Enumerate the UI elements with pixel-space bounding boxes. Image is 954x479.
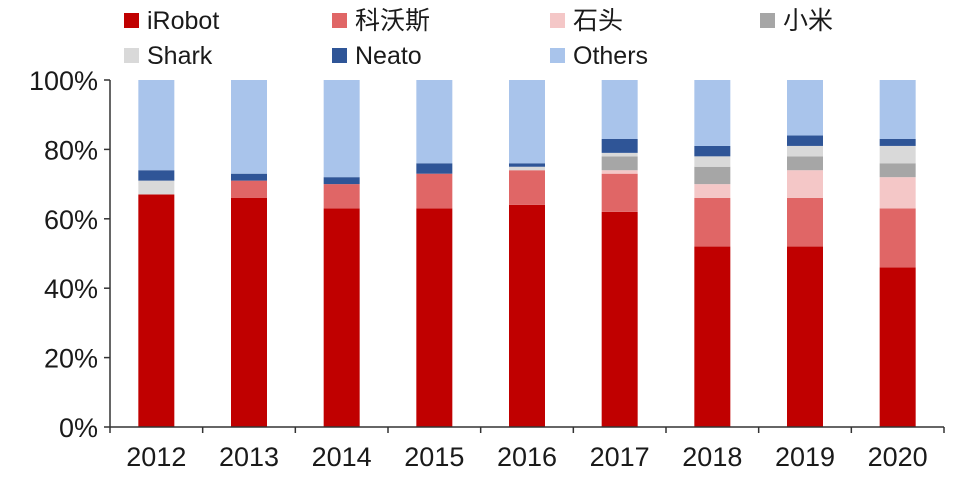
bar-2020-irobot xyxy=(879,267,916,427)
bar-2012-irobot xyxy=(138,194,175,427)
bar-2018-series xyxy=(694,197,731,247)
bar-2019-series xyxy=(787,156,823,171)
bar-2012-neato xyxy=(138,170,175,181)
x-tick-label-2017: 2017 xyxy=(590,442,650,472)
bar-2020-series xyxy=(879,163,916,178)
legend-swatch-irobot xyxy=(124,13,139,28)
legend: iRobot 科沃斯 石头 小米 Shark Neato Others xyxy=(124,7,833,70)
legend-label-series: 小米 xyxy=(783,7,833,35)
legend-swatch-series xyxy=(550,13,565,28)
bar-2020-series xyxy=(879,208,916,268)
legend-swatch-shark xyxy=(124,48,139,63)
y-tick-label-1: 20% xyxy=(44,344,98,374)
bar-2019-neato xyxy=(787,135,823,146)
bar-2017-series xyxy=(601,170,638,174)
y-tick-label-2: 40% xyxy=(44,274,98,304)
bar-2018-series xyxy=(694,184,731,198)
bar-2016-series xyxy=(509,170,545,205)
legend-label-irobot: iRobot xyxy=(147,7,219,35)
bar-2016-neato xyxy=(509,163,545,167)
axes: 0% 20% 40% 60% 80% 100% 2012 2013 2014 2015 2016 20… xyxy=(29,66,945,472)
bar-2020-others xyxy=(879,80,916,139)
legend-swatch-others xyxy=(550,48,565,63)
bar-2018-shark xyxy=(694,156,731,167)
bar-2018-others xyxy=(694,80,731,146)
bar-2020-neato xyxy=(879,138,916,146)
y-tick-label-4: 80% xyxy=(44,135,98,165)
bar-2020-shark xyxy=(879,145,916,164)
bar-2013-others xyxy=(231,80,267,174)
legend-swatch-neato xyxy=(332,48,347,63)
bar-2015-neato xyxy=(416,163,453,174)
bar-2015-series xyxy=(416,173,453,209)
bar-2014-others xyxy=(323,80,360,178)
x-tick-label-2013: 2013 xyxy=(219,442,279,472)
bar-2019-series xyxy=(787,197,823,247)
bar-2018-series xyxy=(694,166,731,185)
legend-swatch-series xyxy=(332,13,347,28)
bar-2017-others xyxy=(601,80,638,139)
y-tick-label-0: 0% xyxy=(59,413,98,443)
bar-2014-series xyxy=(323,184,360,209)
bar-2015-irobot xyxy=(416,208,453,427)
bar-2019-irobot xyxy=(787,246,823,427)
bar-2019-shark xyxy=(787,145,823,157)
bar-2017-shark xyxy=(601,152,638,157)
bar-2017-neato xyxy=(601,138,638,153)
bar-2017-series xyxy=(601,156,638,171)
bar-2014-neato xyxy=(323,177,360,185)
y-tick-label-5: 100% xyxy=(29,66,98,96)
bar-2016-shark xyxy=(509,166,545,171)
x-tick-label-2018: 2018 xyxy=(682,442,742,472)
bar-2018-neato xyxy=(694,145,731,157)
bar-2020-series xyxy=(879,177,916,209)
bar-2019-others xyxy=(787,80,823,136)
x-tick-label-2014: 2014 xyxy=(312,442,372,472)
legend-label-shark: Shark xyxy=(147,42,213,70)
x-tick-label-2016: 2016 xyxy=(497,442,557,472)
bar-2013-irobot xyxy=(231,197,267,427)
bar-2013-neato xyxy=(231,173,267,181)
legend-swatch-series xyxy=(760,13,775,28)
legend-label-neato: Neato xyxy=(355,42,422,70)
bar-2018-irobot xyxy=(694,246,731,427)
bar-2016-others xyxy=(509,80,545,164)
bar-2014-irobot xyxy=(323,208,360,427)
x-tick-label-2020: 2020 xyxy=(868,442,928,472)
y-tick-label-3: 60% xyxy=(44,205,98,235)
bar-2016-irobot xyxy=(509,204,545,427)
bars xyxy=(138,80,916,427)
legend-label-series: 石头 xyxy=(573,7,623,35)
bar-2019-series xyxy=(787,170,823,198)
bar-2017-series xyxy=(601,173,638,212)
bar-2015-others xyxy=(416,80,453,164)
bar-2017-irobot xyxy=(601,211,638,427)
x-tick-label-2012: 2012 xyxy=(126,442,186,472)
bar-2012-shark xyxy=(138,180,175,195)
bar-2012-others xyxy=(138,80,175,171)
legend-label-series: 科沃斯 xyxy=(355,7,430,35)
x-tick-label-2019: 2019 xyxy=(775,442,835,472)
x-tick-label-2015: 2015 xyxy=(404,442,464,472)
bar-2013-series xyxy=(231,180,267,198)
legend-label-others: Others xyxy=(573,42,648,70)
